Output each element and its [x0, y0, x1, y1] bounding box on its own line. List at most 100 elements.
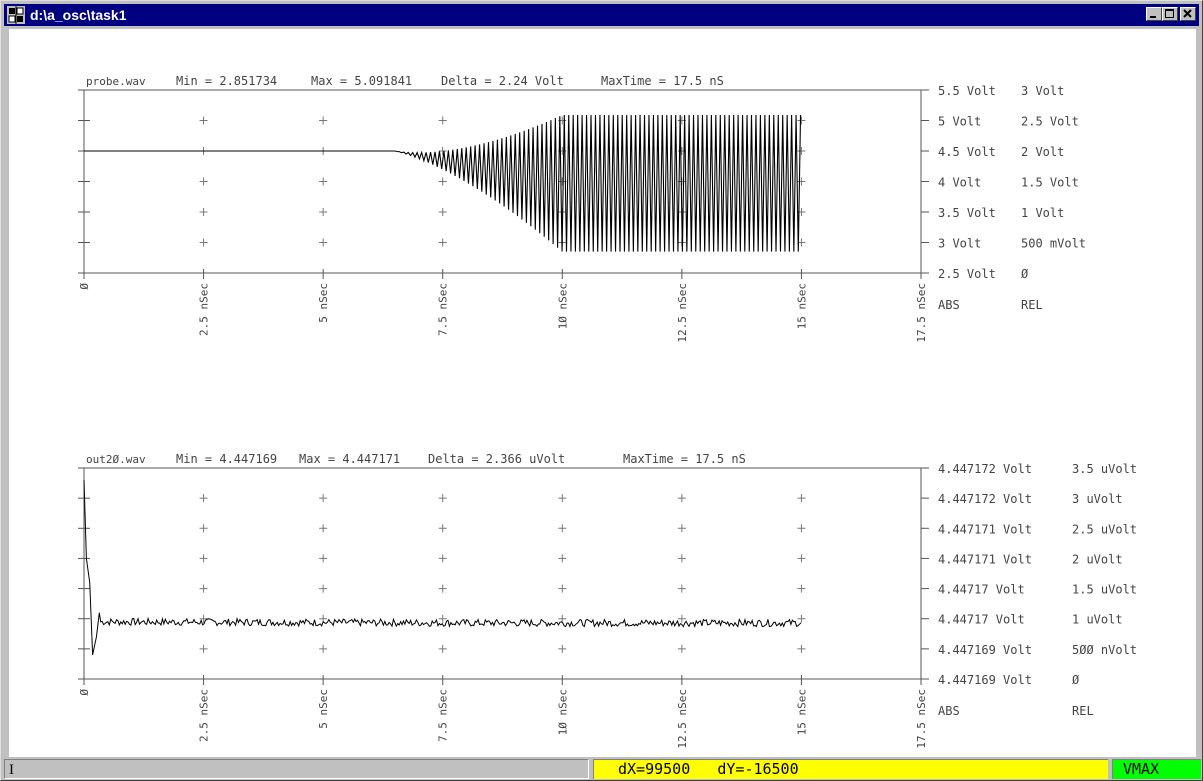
- grid-cross: [438, 584, 447, 593]
- rel-scale-label: 2.5 uVolt: [1072, 522, 1137, 536]
- abs-scale-label: 4.447169 Volt: [938, 673, 1032, 687]
- grid-cross: [797, 644, 806, 653]
- grid-cross: [199, 554, 208, 563]
- rel-scale-label: 2.5 Volt: [1021, 115, 1079, 129]
- grid-cross: [797, 177, 806, 186]
- status-bar: I dX=99500 dY=-16500 VMAX: [4, 758, 1201, 780]
- rel-scale-label: 3 uVolt: [1072, 492, 1123, 506]
- grid-cross: [319, 524, 328, 533]
- plot-maxtime: MaxTime = 17.5 nS: [623, 452, 746, 466]
- grid-cross: [677, 494, 686, 503]
- plot-1[interactable]: probe.wav Min = 2.851734 Max = 5.091841 Del…: [78, 74, 1086, 343]
- grid-cross: [438, 524, 447, 533]
- grid-cross: [558, 584, 567, 593]
- abs-scale-label: 5 Volt: [938, 115, 981, 129]
- grid-cross: [438, 177, 447, 186]
- grid-cross: [558, 554, 567, 563]
- grid-cross: [319, 238, 328, 247]
- grid-cross: [677, 644, 686, 653]
- grid-cross: [319, 644, 328, 653]
- abs-scale-label: 4 Volt: [938, 176, 981, 190]
- close-button[interactable]: [1180, 7, 1196, 21]
- grid-cross: [319, 554, 328, 563]
- grid-cross: [199, 116, 208, 125]
- grid-cross: [438, 147, 447, 155]
- grid-cross: [319, 584, 328, 593]
- x-tick-label: 1Ø nSec: [556, 689, 569, 735]
- abs-label: ABS: [938, 298, 960, 312]
- abs-scale-label: 4.447171 Volt: [938, 522, 1032, 536]
- status-left-pane: I: [4, 759, 589, 779]
- grid-cross: [677, 554, 686, 563]
- grid-cross: [199, 494, 208, 503]
- grid-cross: [677, 614, 686, 623]
- grid-cross: [797, 554, 806, 563]
- rel-scale-label: 1.5 Volt: [1021, 176, 1079, 190]
- plot-delta: Delta = 2.366 uVolt: [428, 452, 565, 466]
- scope-display[interactable]: probe.wav Min = 2.851734 Max = 5.091841 Del…: [9, 29, 1196, 757]
- grid-cross: [558, 494, 567, 503]
- mode-indicator[interactable]: VMAX: [1112, 759, 1201, 779]
- rel-scale-label: 500 mVolt: [1021, 237, 1086, 251]
- grid-cross: [199, 584, 208, 593]
- grid-cross: [319, 494, 328, 503]
- plot-maxtime: MaxTime = 17.5 nS: [601, 74, 724, 88]
- x-tick-label: 15 nSec: [795, 689, 808, 735]
- rel-scale-label: Ø: [1021, 267, 1029, 281]
- app-icon[interactable]: [7, 6, 25, 24]
- maximize-icon: [1165, 9, 1174, 18]
- rel-scale-label: Ø: [1072, 673, 1080, 687]
- abs-scale-label: 4.447171 Volt: [938, 552, 1032, 566]
- plot-file-name: out2Ø.wav: [86, 453, 146, 466]
- x-tick-label: 12.5 nSec: [676, 283, 689, 343]
- grid-cross: [199, 238, 208, 247]
- minimize-button[interactable]: [1146, 7, 1162, 21]
- abs-scale-label: 4.44717 Volt: [938, 613, 1025, 627]
- abs-scale-label: 3 Volt: [938, 237, 981, 251]
- x-tick-label: Ø: [78, 689, 91, 696]
- plot-min: Min = 4.447169: [176, 452, 277, 466]
- abs-scale-label: 4.44717 Volt: [938, 583, 1025, 597]
- probe-waveform: [84, 115, 802, 252]
- grid-cross: [438, 494, 447, 503]
- maximize-button[interactable]: [1162, 7, 1178, 21]
- grid-cross: [797, 494, 806, 503]
- plot-max: Max = 4.447171: [299, 452, 400, 466]
- rel-scale-label: 2 Volt: [1021, 145, 1064, 159]
- title-bar[interactable]: d:\a_osc\task1: [4, 4, 1199, 26]
- rel-scale-label: 2 uVolt: [1072, 552, 1123, 566]
- plot-2[interactable]: out2Ø.wav Min = 4.447169 Max = 4.447171 Del…: [78, 452, 1137, 749]
- x-tick-label: 12.5 nSec: [676, 689, 689, 749]
- minimize-icon: [1150, 16, 1156, 18]
- rel-scale-label: 1.5 uVolt: [1072, 583, 1137, 597]
- rel-label: REL: [1021, 298, 1043, 312]
- scope-canvas[interactable]: probe.wav Min = 2.851734 Max = 5.091841 Del…: [9, 29, 1196, 757]
- plot-file-name: probe.wav: [86, 75, 146, 88]
- grid-cross: [199, 208, 208, 216]
- grid-cross: [558, 644, 567, 653]
- rel-label: REL: [1072, 704, 1094, 718]
- grid-cross: [677, 524, 686, 533]
- grid-cross: [797, 614, 806, 623]
- grid-cross: [797, 116, 806, 125]
- grid-cross: [319, 116, 328, 125]
- plot-max: Max = 5.091841: [311, 74, 412, 88]
- grid-cross: [797, 524, 806, 533]
- delta-readout: dX=99500 dY=-16500: [593, 759, 1108, 779]
- grid-cross: [797, 147, 806, 155]
- plot-min: Min = 2.851734: [176, 74, 277, 88]
- grid-cross: [558, 614, 567, 623]
- grid-cross: [199, 177, 208, 186]
- abs-scale-label: 2.5 Volt: [938, 267, 996, 281]
- plot-delta: Delta = 2.24 Volt: [441, 74, 564, 88]
- x-tick-label: 5 nSec: [317, 689, 330, 729]
- abs-scale-label: 4.447169 Volt: [938, 643, 1032, 657]
- out20-waveform: [83, 480, 802, 655]
- grid-cross: [797, 584, 806, 593]
- x-tick-label: 2.5 nSec: [198, 689, 211, 742]
- rel-scale-label: 3 Volt: [1021, 84, 1064, 98]
- abs-scale-label: 4.447172 Volt: [938, 492, 1032, 506]
- x-tick-label: Ø: [78, 283, 91, 290]
- abs-scale-label: 5.5 Volt: [938, 84, 996, 98]
